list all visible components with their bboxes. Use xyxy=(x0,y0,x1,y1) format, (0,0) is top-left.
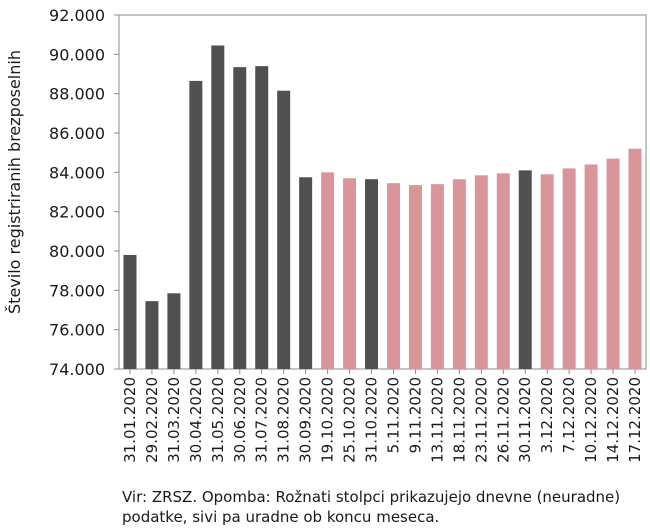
bar-daily xyxy=(496,173,510,369)
y-tick-label: 88.000 xyxy=(49,85,105,104)
bar-official xyxy=(189,80,203,369)
x-tick-label: 30.11.2020 xyxy=(516,377,534,463)
bar-official xyxy=(233,67,247,369)
x-tick-label: 14.12.2020 xyxy=(604,377,622,463)
y-tick-label: 80.000 xyxy=(49,242,105,261)
bar-daily xyxy=(628,148,642,369)
y-tick-label: 86.000 xyxy=(49,124,105,143)
x-tick-label: 5.11.2020 xyxy=(384,377,402,453)
x-tick-label: 31.01.2020 xyxy=(121,377,139,463)
bar-daily xyxy=(321,172,335,369)
bar-daily xyxy=(343,178,357,369)
y-tick-label: 90.000 xyxy=(49,45,105,64)
x-tick-label: 31.08.2020 xyxy=(275,377,293,463)
bar-daily xyxy=(584,164,598,369)
y-tick-label: 74.000 xyxy=(49,360,105,379)
x-tick-label: 17.12.2020 xyxy=(626,377,644,463)
x-tick-label: 30.04.2020 xyxy=(187,377,205,463)
bar-official xyxy=(518,170,532,369)
source-note: Vir: ZRSZ. Opomba: Rožnati stolpci prika… xyxy=(122,488,621,526)
y-tick-label: 76.000 xyxy=(49,321,105,340)
bar-daily xyxy=(606,158,620,369)
bar-official xyxy=(299,177,313,369)
x-tick-label: 25.10.2020 xyxy=(341,377,359,463)
x-tick-label: 31.05.2020 xyxy=(209,377,227,463)
bar-daily xyxy=(474,175,488,369)
x-tick-label: 30.09.2020 xyxy=(297,377,315,463)
x-tick-label: 31.10.2020 xyxy=(363,377,381,463)
bar-official xyxy=(167,293,181,369)
x-tick-label: 9.11.2020 xyxy=(406,377,424,453)
x-tick-label: 23.11.2020 xyxy=(472,377,490,463)
x-tick-label: 10.12.2020 xyxy=(582,377,600,463)
bar-official xyxy=(255,66,269,369)
plot-frame xyxy=(118,14,647,370)
x-tick-label: 30.06.2020 xyxy=(231,377,249,463)
x-tick-label: 13.11.2020 xyxy=(428,377,446,463)
bar-daily xyxy=(408,185,422,369)
bar-official xyxy=(211,45,225,369)
x-tick-label: 31.07.2020 xyxy=(253,377,271,463)
bar-official xyxy=(277,90,291,369)
bar-chart: 74.000 76.000 78.000 80.000 82.000 84.000 86.0… xyxy=(5,6,647,463)
y-tick-label: 78.000 xyxy=(49,281,105,300)
bar-daily xyxy=(452,179,466,369)
y-tick-label: 92.000 xyxy=(49,6,105,25)
x-tick-label: 3.12.2020 xyxy=(538,377,556,453)
bar-official xyxy=(365,179,379,369)
x-tick-label: 31.03.2020 xyxy=(165,377,183,463)
bar-official xyxy=(123,254,137,369)
bar-official xyxy=(145,301,159,369)
y-tick-label: 84.000 xyxy=(49,163,105,182)
x-tick-label: 18.11.2020 xyxy=(450,377,468,463)
y-tick-label: 82.000 xyxy=(49,203,105,222)
bar-daily xyxy=(430,184,444,369)
x-tick-label: 26.11.2020 xyxy=(494,377,512,463)
x-tick-label: 19.10.2020 xyxy=(319,377,337,463)
x-tick-label: 29.02.2020 xyxy=(143,377,161,463)
x-tick-label: 7.12.2020 xyxy=(560,377,578,453)
bar-daily xyxy=(562,168,576,369)
y-axis-title: Število registriranih brezposelnih xyxy=(5,50,24,314)
bar-daily xyxy=(540,174,554,369)
bar-daily xyxy=(386,183,400,369)
